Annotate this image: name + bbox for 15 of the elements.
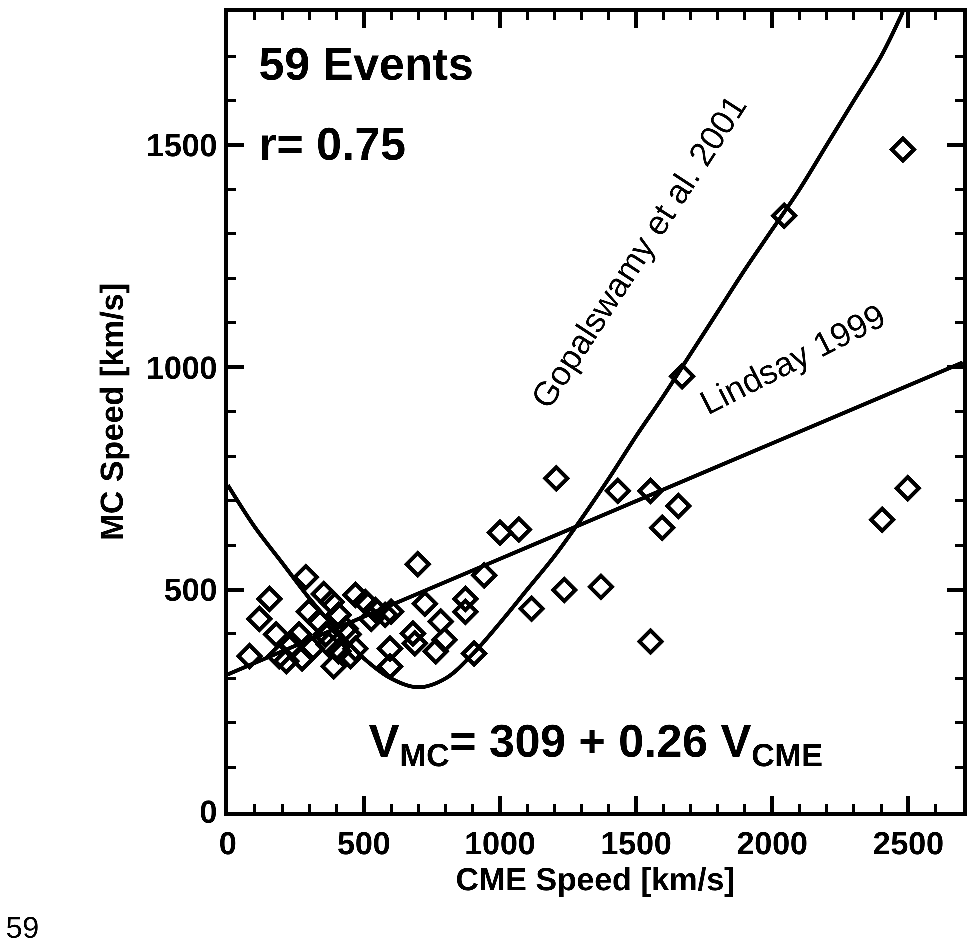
- y-tick-label: 0: [200, 794, 218, 830]
- annotation: V$_{MC}$= 309 + 0.26 V$_{CME}$: [369, 715, 824, 774]
- y-tick-label: 1000: [146, 350, 218, 386]
- y-axis-title: MC Speed [km/s]: [94, 283, 130, 541]
- annotation: 59 Events: [259, 38, 474, 90]
- x-axis-title: CME Speed [km/s]: [456, 861, 736, 898]
- annotation: r= 0.75: [259, 118, 406, 170]
- y-tick-label: 1500: [146, 128, 218, 164]
- x-tick-label: 2000: [736, 825, 808, 862]
- x-tick-label: 1000: [464, 825, 536, 862]
- x-tick-label: 2500: [872, 825, 944, 862]
- y-tick-label: 500: [164, 572, 218, 608]
- text: 59: [6, 912, 40, 945]
- x-tick-label: 1500: [600, 825, 672, 862]
- x-tick-label: 500: [337, 825, 391, 862]
